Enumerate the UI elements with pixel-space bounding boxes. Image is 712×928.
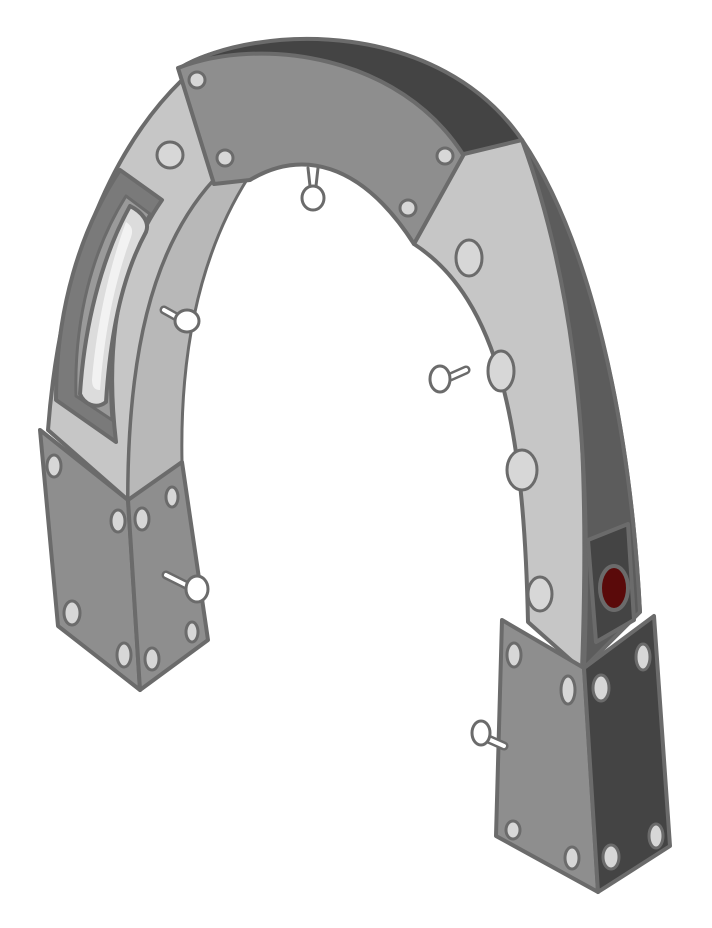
rivet-icon <box>143 646 161 672</box>
rivet-icon <box>62 599 82 627</box>
rivet-icon <box>215 148 235 168</box>
hook-icon <box>428 364 471 394</box>
hook-icon <box>300 166 326 212</box>
rivet-icon <box>454 238 484 278</box>
rivet-icon <box>647 822 665 850</box>
rivet-icon <box>109 508 127 534</box>
rivet-icon <box>634 642 652 672</box>
rivet-icon <box>155 140 185 170</box>
rivet-icon <box>591 673 611 703</box>
rivet-icon <box>133 506 151 532</box>
hook-icon <box>470 719 509 751</box>
rivet-icon <box>115 641 133 669</box>
right-bottom-block-side <box>582 614 672 894</box>
rivet-icon <box>435 146 455 166</box>
indicator-light-icon <box>598 564 630 612</box>
hook-icon <box>159 305 201 334</box>
rivet-icon <box>45 453 63 479</box>
rivet-icon <box>187 70 207 90</box>
rivets <box>45 70 665 871</box>
rivet-icon <box>559 674 577 706</box>
window-slot-highlight <box>92 222 133 390</box>
rivet-icon <box>184 620 200 644</box>
rivet-icon <box>526 575 554 613</box>
hook-icon <box>161 570 210 604</box>
rivet-icon <box>504 819 522 841</box>
rivet-icon <box>505 448 539 492</box>
rivet-icon <box>505 641 523 669</box>
rivet-icon <box>164 485 180 509</box>
rivet-icon <box>563 845 581 871</box>
rivet-icon <box>486 349 516 393</box>
rivet-icon <box>601 843 621 871</box>
hooks <box>159 166 509 751</box>
left-bottom-block-seam <box>126 498 142 692</box>
rivet-icon <box>398 198 418 218</box>
